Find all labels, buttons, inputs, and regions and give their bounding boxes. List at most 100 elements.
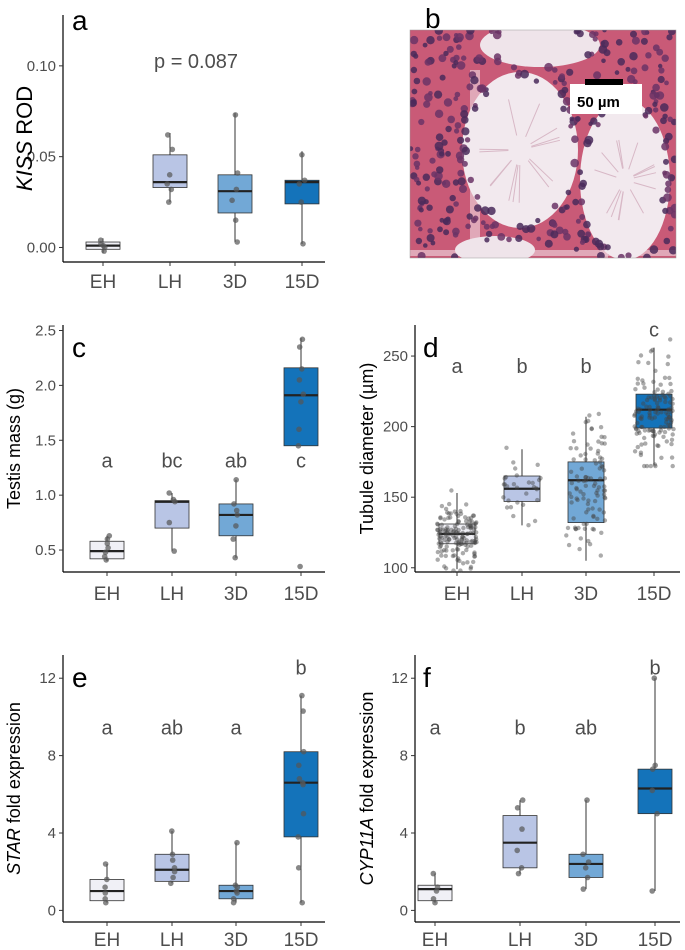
data-point bbox=[451, 529, 456, 535]
y-tick-label: 8 bbox=[48, 748, 56, 765]
cell-nucleus bbox=[597, 252, 605, 258]
data-point bbox=[456, 527, 461, 533]
x-tick-label: LH bbox=[508, 930, 532, 950]
data-point bbox=[655, 387, 660, 392]
cell-nucleus bbox=[454, 122, 462, 129]
flagella-strand bbox=[531, 136, 560, 147]
data-point bbox=[435, 522, 440, 527]
y-tick-label: 12 bbox=[39, 670, 56, 687]
data-point bbox=[652, 393, 657, 398]
data-point bbox=[657, 398, 663, 403]
data-point bbox=[296, 181, 303, 187]
data-point bbox=[464, 540, 469, 545]
cell-nucleus bbox=[588, 121, 593, 127]
x-tick-label: EH bbox=[444, 584, 470, 605]
flagella-strand bbox=[601, 152, 619, 173]
scale-bar-background bbox=[570, 84, 642, 114]
data-point bbox=[634, 409, 639, 414]
data-point bbox=[435, 549, 441, 555]
cell-nucleus bbox=[631, 36, 640, 45]
cell-nucleus bbox=[596, 242, 605, 251]
data-point bbox=[567, 491, 572, 496]
data-point bbox=[633, 426, 639, 431]
data-point bbox=[639, 414, 644, 419]
cell-nucleus bbox=[617, 253, 625, 258]
data-point bbox=[526, 523, 531, 528]
data-point bbox=[438, 539, 443, 545]
y-tick-label: 2.5 bbox=[35, 322, 56, 339]
data-point bbox=[457, 540, 462, 545]
y-axis-label-rest: fold expression bbox=[357, 692, 377, 818]
data-point bbox=[665, 361, 670, 367]
data-point bbox=[658, 424, 663, 430]
group-letter: b bbox=[516, 356, 527, 378]
data-point bbox=[565, 525, 571, 531]
x-tick-label: 15D bbox=[637, 584, 672, 605]
cell-nucleus bbox=[579, 239, 586, 245]
cell-nucleus bbox=[516, 222, 524, 230]
data-point bbox=[666, 354, 671, 359]
data-point bbox=[573, 526, 579, 532]
data-point bbox=[654, 394, 660, 399]
group-letter: ab bbox=[161, 717, 183, 739]
data-point bbox=[501, 482, 507, 487]
cell-nucleus bbox=[413, 53, 419, 59]
data-point bbox=[299, 336, 306, 343]
data-point bbox=[515, 870, 522, 877]
data-point bbox=[668, 420, 674, 425]
cell-nucleus bbox=[625, 66, 631, 72]
data-point bbox=[598, 425, 604, 430]
data-point bbox=[461, 561, 466, 566]
cell-nucleus bbox=[436, 35, 443, 41]
data-point bbox=[471, 559, 476, 565]
cell-nucleus bbox=[439, 151, 445, 157]
micrograph-border bbox=[409, 29, 677, 259]
data-point bbox=[584, 521, 589, 526]
cell-nucleus bbox=[446, 45, 454, 53]
data-point bbox=[473, 525, 478, 530]
data-point bbox=[648, 463, 653, 469]
cell-nucleus bbox=[575, 218, 581, 224]
data-point bbox=[660, 389, 666, 394]
data-point bbox=[646, 360, 651, 366]
data-point bbox=[168, 186, 175, 193]
data-point bbox=[436, 532, 441, 537]
data-point bbox=[464, 538, 470, 543]
cell-nucleus bbox=[514, 72, 522, 79]
cell-nucleus bbox=[411, 88, 418, 95]
data-point bbox=[653, 410, 658, 415]
data-point bbox=[462, 536, 467, 541]
data-point bbox=[463, 542, 468, 547]
data-point bbox=[595, 493, 600, 498]
data-point bbox=[602, 495, 607, 500]
cell-nucleus bbox=[552, 80, 558, 85]
data-point bbox=[581, 478, 587, 484]
data-point bbox=[583, 451, 588, 457]
data-point bbox=[666, 391, 671, 396]
cell-nucleus bbox=[414, 146, 421, 153]
y-tick-label: 0 bbox=[48, 902, 56, 919]
group-letter: a bbox=[101, 451, 113, 473]
cell-nucleus bbox=[434, 141, 444, 151]
data-point bbox=[569, 480, 574, 486]
data-point bbox=[442, 547, 447, 553]
y-tick-label: 12 bbox=[391, 670, 408, 687]
data-point bbox=[586, 507, 591, 512]
micrograph-panel: b 50 µm bbox=[409, 3, 677, 259]
data-point bbox=[458, 511, 464, 516]
cell-nucleus bbox=[434, 109, 444, 119]
data-point bbox=[599, 441, 604, 446]
cell-nucleus bbox=[466, 30, 475, 35]
box-3D bbox=[567, 416, 605, 561]
data-point bbox=[511, 513, 516, 519]
data-point bbox=[592, 498, 598, 504]
data-point bbox=[591, 527, 597, 532]
data-point bbox=[652, 762, 658, 769]
data-point bbox=[439, 541, 444, 546]
data-point bbox=[568, 446, 573, 451]
data-point bbox=[443, 566, 449, 571]
flagella-strand bbox=[617, 191, 624, 221]
data-point bbox=[670, 432, 675, 437]
data-point bbox=[299, 692, 305, 699]
